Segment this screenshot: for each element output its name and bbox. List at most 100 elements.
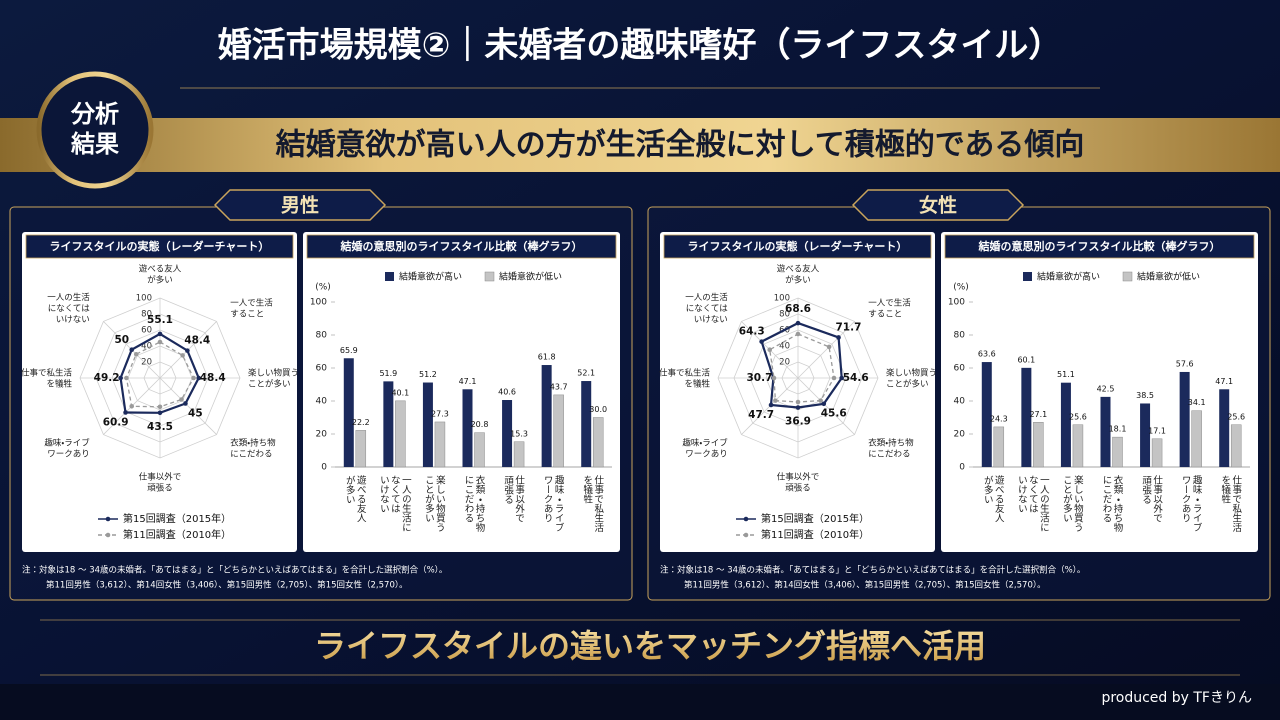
data-label: 34.1 <box>1188 398 1206 407</box>
text-line: 遊べる友人 <box>777 263 820 274</box>
bar <box>1033 422 1044 468</box>
bar <box>1191 410 1202 468</box>
radar-point <box>821 401 827 407</box>
radar-point <box>157 404 163 410</box>
data-label: 65.9 <box>340 346 358 355</box>
legend-label: 結婚意欲が低い <box>499 271 562 283</box>
radar-point <box>180 353 185 358</box>
bar <box>1072 424 1084 468</box>
bar <box>1230 424 1242 468</box>
x-tick-label: 一人の生活になくてはいけない <box>378 475 412 532</box>
y-tick-label: 100 <box>310 298 327 308</box>
data-label: 68.6 <box>785 303 811 315</box>
data-label: 27.1 <box>1029 410 1047 419</box>
y-axis-label: (%) <box>953 283 969 293</box>
text-line: 一人で生活 <box>230 297 273 308</box>
radar-category-label: 一人で生活すること <box>230 297 273 319</box>
text-line: 頑張る <box>502 475 514 504</box>
text-line: いけない <box>56 314 90 324</box>
text-line: 仕事以外で <box>139 471 182 482</box>
legend-swatch <box>1122 271 1133 282</box>
radar-point <box>831 375 837 381</box>
text-line: 仕事以外で <box>1151 474 1163 522</box>
x-tick-label: 一人の生活になくてはいけない <box>1016 475 1050 532</box>
bar <box>592 417 604 468</box>
bar <box>541 365 552 467</box>
radar-point <box>129 347 135 353</box>
text-line: 仕事以外で <box>777 471 820 482</box>
text-line: が多い <box>147 274 173 285</box>
legend-label: 第15回調査（2015年） <box>123 512 231 525</box>
y-tick-label: 20 <box>316 430 328 440</box>
panel-title: 結婚の意思別のライフスタイル比較（棒グラフ） <box>340 239 583 253</box>
radar-point <box>839 375 844 381</box>
panel-title-bar <box>25 234 294 259</box>
radar-category-label: 遊べる友人が多い <box>139 263 182 285</box>
text-line: 楽しい物買う <box>886 367 937 378</box>
radar-category-label: 仕事以外で頑張る <box>139 471 182 493</box>
data-label: 43.5 <box>147 421 173 433</box>
bottom-bar <box>0 684 1280 720</box>
text-line: が多い <box>344 474 356 503</box>
text-line: を犠牲 <box>1219 475 1231 504</box>
text-line: なくては <box>389 475 401 513</box>
radar-category-label: 趣味・ライブワークあり <box>682 437 728 459</box>
text-line: すること <box>230 309 264 319</box>
legend-marker <box>743 516 749 522</box>
data-label: 30.7 <box>746 372 772 384</box>
bar <box>1100 396 1111 467</box>
text-line: 趣味・ライブ <box>44 437 90 448</box>
data-label: 63.6 <box>978 350 996 359</box>
text-line: 頑張る <box>147 483 173 493</box>
text-line: ワークあり <box>685 449 728 459</box>
radar-point <box>767 347 773 353</box>
radar-spoke <box>797 321 855 379</box>
radar-tick-label: 80 <box>779 310 790 320</box>
bar <box>343 358 354 467</box>
bar <box>474 432 485 468</box>
data-label: 49.2 <box>94 372 120 384</box>
text-line: 遊べる友人 <box>139 263 182 274</box>
data-label: 54.6 <box>843 372 869 384</box>
radar-category-label: 趣味・ライブワークあり <box>44 437 90 459</box>
y-tick-label: 80 <box>316 331 328 341</box>
radar-tick-label: 40 <box>141 342 152 352</box>
footer-message: ライフスタイルの違いをマッチング指標へ活用 <box>314 627 986 665</box>
bar <box>434 421 446 468</box>
data-label: 60.1 <box>1017 355 1035 364</box>
data-label: 48.4 <box>200 372 226 384</box>
radar-category-label: 楽しい物買うことが多い <box>886 367 937 389</box>
y-tick-label: 40 <box>316 397 328 407</box>
y-tick-label: 20 <box>954 430 966 440</box>
radar-point <box>179 397 184 402</box>
radar-tick-label: 80 <box>141 310 152 320</box>
radar-category-label: 仕事以外で頑張る <box>777 471 820 493</box>
radar-point <box>795 405 801 410</box>
panel-title: ライフスタイルの実態（レーダーチャート） <box>50 239 270 253</box>
legend-swatch <box>484 271 495 282</box>
bar <box>1219 389 1230 467</box>
text-line: 遊べる友人 <box>993 474 1005 522</box>
data-label: 42.5 <box>1097 384 1115 393</box>
y-tick-label: 80 <box>954 331 966 341</box>
bar <box>981 362 992 467</box>
radar-point <box>183 401 188 406</box>
radar-tick-label: 60 <box>141 326 152 336</box>
text-line: 衣類・持ち物 <box>868 437 914 448</box>
text-line: を犠牲 <box>684 378 710 389</box>
legend-label: 結婚意欲が高い <box>1037 271 1100 283</box>
radar-spoke <box>797 377 855 435</box>
bar <box>395 400 406 468</box>
radar-category-label: 一人の生活になくてはいけない <box>47 291 90 324</box>
panel-title-bar <box>663 234 932 259</box>
badge <box>36 71 154 189</box>
text-line: 一人の生活に <box>1038 475 1050 532</box>
text-line: にこだわる <box>230 449 272 459</box>
text-line: ことが多い <box>423 475 435 523</box>
text-line: 一人の生活に <box>400 475 412 532</box>
data-label: 50 <box>115 334 130 346</box>
data-label: 43.7 <box>550 382 568 391</box>
x-tick-label: 趣味・ライブワークあり <box>1180 474 1203 532</box>
text-line: 頑張る <box>785 483 811 493</box>
radar-point <box>795 331 801 337</box>
